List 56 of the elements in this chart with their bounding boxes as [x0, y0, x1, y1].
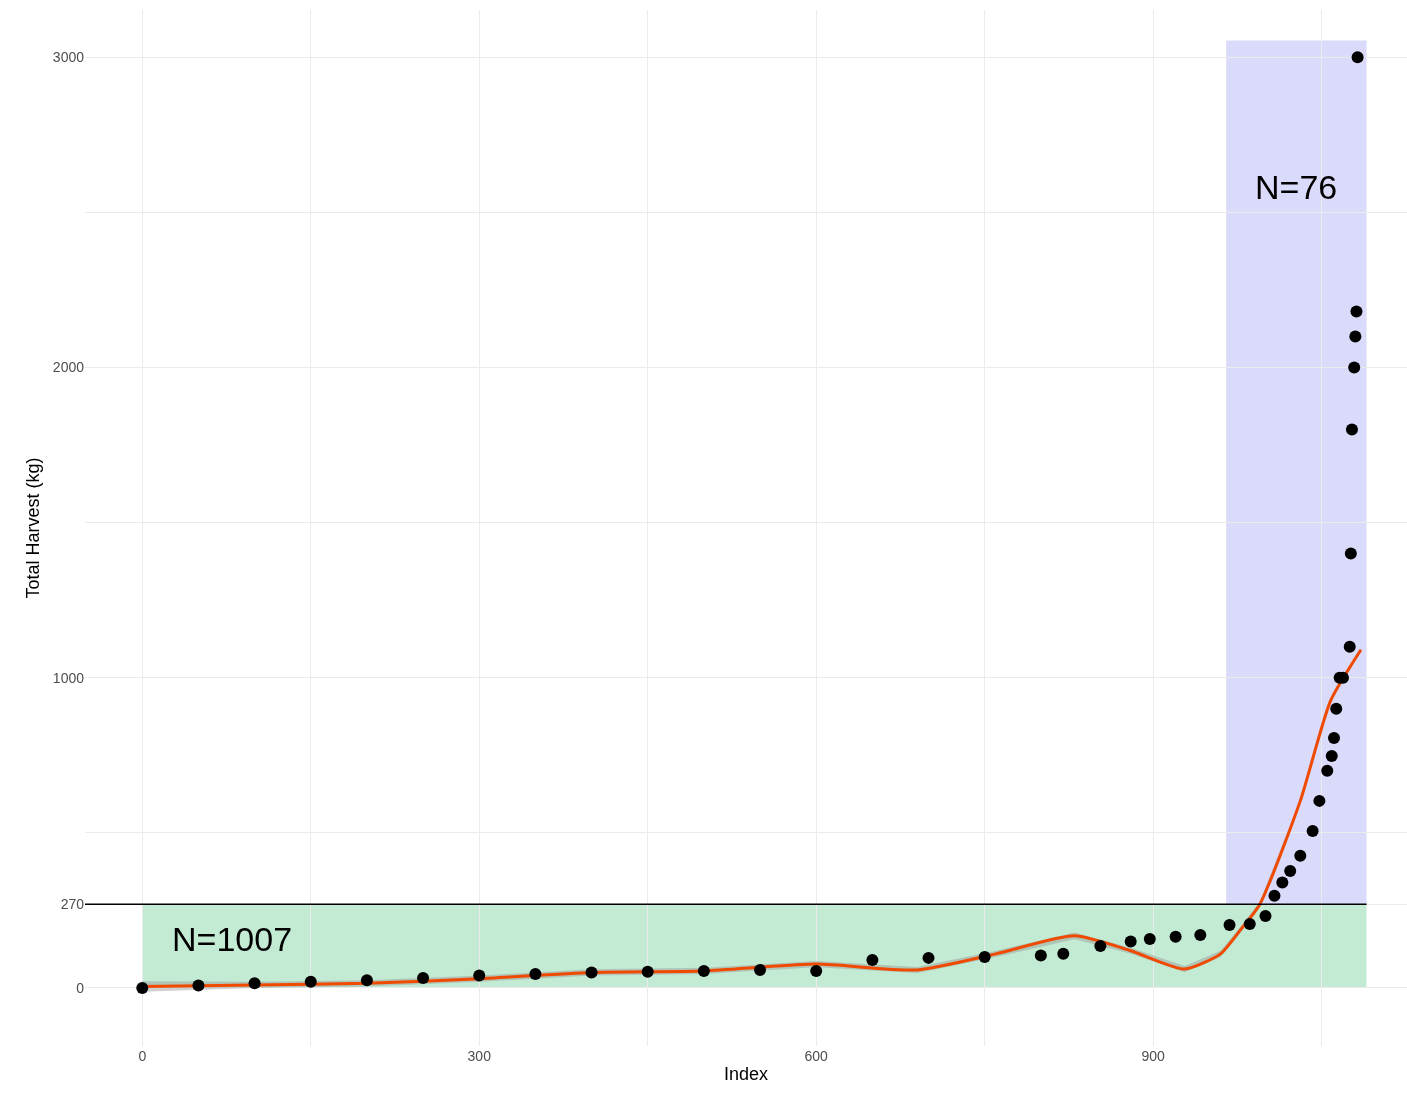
- point: [1351, 51, 1364, 64]
- point: [417, 972, 430, 985]
- point: [1124, 935, 1137, 948]
- point: [192, 979, 205, 992]
- band-label: N=1007: [172, 920, 293, 958]
- point: [754, 963, 767, 976]
- point: [922, 951, 935, 964]
- band-label: N=76: [1255, 168, 1338, 206]
- point: [136, 981, 149, 994]
- point: [1321, 764, 1334, 777]
- point: [1259, 910, 1272, 922]
- y-tick-label: 3000: [52, 49, 85, 66]
- point: [1094, 940, 1107, 953]
- x-tick-label: 0: [138, 1048, 147, 1064]
- point: [1330, 702, 1343, 715]
- point: [1194, 928, 1207, 941]
- point: [248, 977, 261, 990]
- point: [1344, 547, 1357, 560]
- y-tick-label: 270: [60, 896, 85, 913]
- y-tick-label: 0: [76, 979, 85, 996]
- point: [1057, 947, 1070, 960]
- point: [1313, 794, 1326, 807]
- point: [1276, 876, 1289, 889]
- point: [1268, 889, 1281, 902]
- point: [1345, 423, 1358, 436]
- point: [1350, 305, 1363, 318]
- point: [1325, 749, 1338, 762]
- point: [529, 968, 542, 981]
- point: [1306, 824, 1319, 837]
- point: [1294, 849, 1307, 862]
- point: [866, 954, 879, 967]
- point: [1243, 918, 1256, 931]
- point: [1328, 731, 1340, 744]
- point: [1143, 932, 1156, 945]
- y-tick-label: 2000: [52, 359, 85, 376]
- x-tick-label: 300: [467, 1048, 492, 1064]
- point: [360, 974, 373, 987]
- y-axis-title: Total Harvest (kg): [23, 457, 44, 599]
- x-tick-label: 900: [1141, 1048, 1166, 1064]
- point: [641, 965, 654, 978]
- point: [697, 964, 710, 977]
- point: [810, 964, 823, 977]
- x-tick-label: 600: [804, 1048, 829, 1064]
- point: [1034, 949, 1047, 962]
- y-tick-label: 1000: [52, 669, 85, 686]
- point: [585, 966, 598, 979]
- point: [1223, 918, 1236, 931]
- point: [1348, 361, 1361, 374]
- point: [1349, 330, 1362, 343]
- point: [473, 969, 486, 982]
- point: [1343, 640, 1356, 653]
- point: [1284, 865, 1297, 877]
- x-axis-title: Index: [723, 1064, 769, 1085]
- point: [1169, 930, 1182, 943]
- point: [978, 950, 991, 963]
- point: [304, 975, 317, 988]
